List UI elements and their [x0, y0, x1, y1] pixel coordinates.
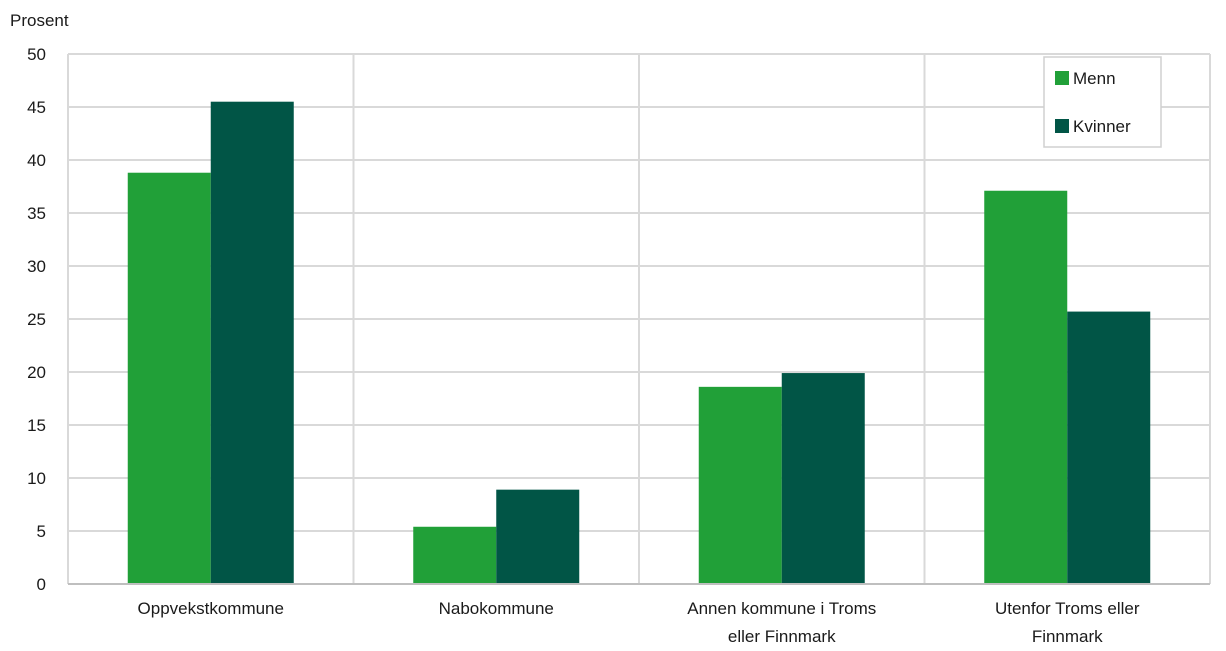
legend-label: Menn [1073, 69, 1116, 88]
bar-kvinner [1067, 311, 1151, 584]
bar-menn [413, 526, 497, 584]
x-tick-label: eller Finnmark [728, 627, 836, 646]
legend-swatch [1055, 71, 1069, 85]
bar-kvinner [210, 101, 294, 584]
y-tick-label: 0 [37, 575, 46, 594]
bar-kvinner [781, 373, 865, 584]
x-tick-label: Nabokommune [439, 599, 554, 618]
y-tick-label: 25 [27, 310, 46, 329]
y-tick-label: 5 [37, 522, 46, 541]
y-tick-label: 30 [27, 257, 46, 276]
legend-label: Kvinner [1073, 117, 1131, 136]
y-tick-label: 50 [27, 45, 46, 64]
x-tick-label: Oppvekstkommune [138, 599, 284, 618]
x-tick-label: Finnmark [1032, 627, 1103, 646]
x-tick-label: Utenfor Troms eller [995, 599, 1140, 618]
bar-menn [698, 386, 782, 584]
y-tick-label: 15 [27, 416, 46, 435]
y-tick-label: 35 [27, 204, 46, 223]
x-tick-label: Annen kommune i Troms [687, 599, 876, 618]
y-tick-label: 20 [27, 363, 46, 382]
legend-swatch [1055, 119, 1069, 133]
y-tick-label: 40 [27, 151, 46, 170]
bar-kvinner [496, 489, 580, 584]
bar-menn [984, 190, 1068, 585]
y-tick-label: 10 [27, 469, 46, 488]
y-axis-label: Prosent [10, 11, 69, 30]
bar-menn [127, 172, 211, 584]
y-tick-label: 45 [27, 98, 46, 117]
